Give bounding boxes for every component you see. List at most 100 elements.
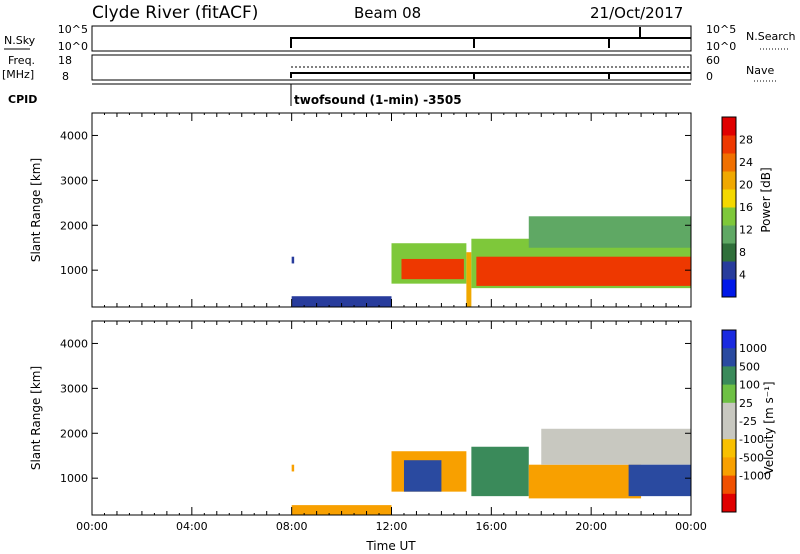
xtick-label-4: 16:00 <box>475 520 507 533</box>
freq-trace <box>290 72 691 78</box>
velocity-colorbar-swatch-2 <box>722 366 736 386</box>
velocity-cell-0 <box>291 464 295 472</box>
power-colorbar-swatch-6 <box>722 171 736 190</box>
velocity-colorbar-tick-5: -100 <box>739 433 764 446</box>
power-colorbar-swatch-8 <box>722 135 736 154</box>
velocity-colorbar-swatch-7 <box>722 457 736 477</box>
velocity-cell-5 <box>528 464 642 499</box>
velocity-colorbar-swatch-5 <box>722 421 736 440</box>
power-colorbar-tick-0: 4 <box>739 269 746 282</box>
velocity-colorbar-label: Velocity [m s⁻¹] <box>762 381 776 474</box>
velocity-colorbar-tick-2: 100 <box>739 379 760 392</box>
xtick-label-2: 08:00 <box>276 520 308 533</box>
freq-panel-frame <box>91 54 692 81</box>
freq-unit: [MHz] <box>2 68 34 81</box>
power-panel: 1000 2000 3000 4000 Slant Range [km] <box>29 112 692 308</box>
date-label: 21/Oct/2017 <box>590 4 683 22</box>
cpid-label: CPID <box>8 93 37 106</box>
freq-tick-top: 18 <box>58 54 72 67</box>
velocity-colorbar-tick-4: -25 <box>739 415 757 428</box>
xtick-label-5: 20:00 <box>575 520 607 533</box>
velocity-colorbar-swatch-4 <box>722 402 736 422</box>
velocity-ytick-label-3: 4000 <box>60 337 88 350</box>
velocity-cell-1 <box>291 505 392 515</box>
power-x-axis-ticks <box>91 113 692 307</box>
velocity-heatmap-cells <box>291 428 691 515</box>
velocity-colorbar-swatch-6 <box>722 439 736 458</box>
velocity-colorbar-tick-7: -1000 <box>739 470 771 483</box>
power-colorbar-tick-6: 28 <box>739 134 753 147</box>
nave-tick-top: 60 <box>706 54 720 67</box>
power-colorbar-swatch-5 <box>722 189 736 208</box>
xtick-label-0: 00:00 <box>76 520 108 533</box>
velocity-ytick-label-1: 2000 <box>60 427 88 440</box>
xtick-label-6: 00:00 <box>675 520 707 533</box>
power-y-axis: 1000 2000 3000 4000 <box>60 129 691 277</box>
velocity-cell-6 <box>541 428 691 465</box>
power-cell-3 <box>401 258 464 280</box>
power-colorbar-swatch-1 <box>722 261 736 280</box>
velocity-colorbar-tick-0: 1000 <box>739 342 767 355</box>
power-colorbar-tick-1: 8 <box>739 246 746 259</box>
power-cell-1 <box>291 296 392 307</box>
velocity-panel: 1000 2000 3000 4000 00:00 04:00 08:00 12:00 16:… <box>29 320 707 553</box>
power-colorbar-swatch-7 <box>722 153 736 172</box>
power-colorbar-tick-5: 24 <box>739 156 753 169</box>
nave-label: Nave <box>746 64 774 77</box>
power-colorbar: 4 8 12 16 20 24 28 <box>721 116 753 298</box>
power-colorbar-tick-4: 20 <box>739 179 753 192</box>
power-ytick-label-0: 1000 <box>60 264 88 277</box>
nsky-tick-top: 10^5 <box>58 23 88 36</box>
freq-label: Freq. <box>8 54 35 67</box>
power-ytick-label-1: 2000 <box>60 219 88 232</box>
nsearch-tick-top: 10^5 <box>706 23 736 36</box>
velocity-x-axis: 00:00 04:00 08:00 12:00 16:00 20:00 00:00 <box>76 321 707 533</box>
velocity-colorbar-swatch-3 <box>722 384 736 404</box>
velocity-colorbar-frame <box>721 329 737 513</box>
nsearch-label: N.Search <box>746 30 796 43</box>
velocity-y-axis-label: Slant Range [km] <box>29 366 43 470</box>
velocity-ytick-label-0: 1000 <box>60 472 88 485</box>
power-cell-0 <box>291 256 295 264</box>
power-colorbar-label: Power [dB] <box>759 167 773 232</box>
power-colorbar-swatch-4 <box>722 207 736 226</box>
beam-label: Beam 08 <box>354 4 421 22</box>
cpid-text: twofsound (1-min) -3505 <box>294 93 462 107</box>
power-colorbar-frame <box>721 116 737 298</box>
velocity-cell-4 <box>471 446 529 497</box>
power-colorbar-swatch-9 <box>722 117 736 136</box>
nsearch-tick-bottom: 10^0 <box>706 40 736 53</box>
x-axis-label: Time UT <box>365 539 416 553</box>
velocity-ytick-label-2: 3000 <box>60 382 88 395</box>
nsky-tick-bottom: 10^0 <box>58 40 88 53</box>
velocity-colorbar: 1000 500 100 25 -25 -100 -500 -1000 <box>721 329 771 513</box>
power-colorbar-tick-3: 16 <box>739 201 753 214</box>
figure-title: Clyde River (fitACF) <box>92 3 258 23</box>
power-colorbar-swatch-2 <box>722 243 736 262</box>
nsky-label: N.Sky <box>4 34 36 47</box>
xtick-label-3: 12:00 <box>376 520 408 533</box>
velocity-colorbar-tick-6: -500 <box>739 451 764 464</box>
power-heatmap-cells <box>291 216 691 307</box>
velocity-cell-3 <box>403 460 442 492</box>
power-ytick-label-2: 3000 <box>60 174 88 187</box>
nsky-trace <box>290 37 691 48</box>
nave-tick-bottom: 0 <box>706 70 713 83</box>
velocity-colorbar-tick-1: 500 <box>739 360 760 373</box>
power-y-axis-label: Slant Range [km] <box>29 158 43 262</box>
velocity-y-axis: 1000 2000 3000 4000 <box>60 337 691 485</box>
velocity-cell-7 <box>628 464 691 497</box>
power-colorbar-swatch-0 <box>722 279 736 298</box>
velocity-colorbar-swatch-8 <box>722 475 736 495</box>
power-cell-4 <box>466 252 472 307</box>
power-ytick-label-3: 4000 <box>60 129 88 142</box>
freq-tick-bottom: 8 <box>62 70 69 83</box>
power-colorbar-tick-2: 12 <box>739 224 753 237</box>
velocity-colorbar-tick-3: 25 <box>739 397 753 410</box>
power-cell-7 <box>528 216 691 248</box>
velocity-colorbar-swatch-0 <box>722 330 736 349</box>
xtick-label-1: 04:00 <box>176 520 208 533</box>
power-cell-6 <box>476 256 691 286</box>
velocity-colorbar-swatch-9 <box>722 493 736 513</box>
